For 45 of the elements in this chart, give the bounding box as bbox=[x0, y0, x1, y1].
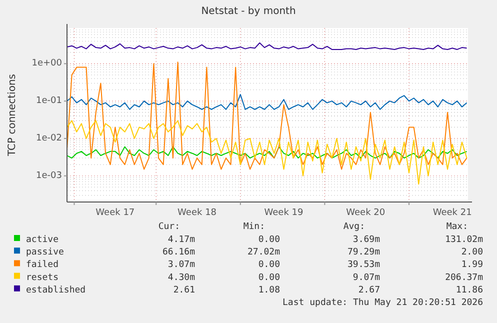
legend-label: active bbox=[26, 235, 59, 245]
text: 1.99 bbox=[461, 260, 483, 270]
x-tick-label: Week 21 bbox=[432, 208, 472, 218]
y-tick-label: 1e+00 bbox=[32, 58, 62, 69]
text: 2.00 bbox=[461, 248, 483, 258]
text: 2.67 bbox=[358, 285, 380, 296]
legend-label: established bbox=[26, 285, 86, 296]
legend-label: passive bbox=[26, 248, 64, 258]
text: Max: bbox=[446, 222, 468, 232]
text: 3.07m bbox=[168, 260, 195, 270]
text: Cur: bbox=[158, 222, 180, 232]
y-axis-title: TCP connections bbox=[7, 74, 18, 158]
line-series bbox=[66, 42, 468, 50]
x-tick-label: Week 19 bbox=[264, 208, 304, 218]
text: 66.16m bbox=[162, 248, 195, 258]
x-tick-label: Week 18 bbox=[178, 208, 217, 218]
text: 9.07m bbox=[352, 272, 380, 283]
text: Avg: bbox=[343, 222, 365, 232]
y-tick-label: 1e-02 bbox=[36, 133, 62, 144]
text: 11.86 bbox=[456, 285, 483, 296]
text: 3.69m bbox=[352, 235, 380, 245]
legend-label: resets bbox=[26, 272, 59, 283]
text: Min: bbox=[243, 222, 265, 232]
text: 0.00 bbox=[258, 272, 280, 283]
text: 2.61 bbox=[173, 285, 195, 296]
x-tick-label: Week 20 bbox=[346, 208, 386, 218]
text: 39.53m bbox=[347, 260, 380, 270]
y-tick-label: 1e-01 bbox=[36, 96, 62, 106]
line-series bbox=[66, 62, 468, 170]
legend-label: failed bbox=[26, 260, 59, 270]
text: 1.08 bbox=[258, 285, 280, 296]
text: 27.02m bbox=[247, 248, 280, 258]
text: 4.30m bbox=[168, 272, 195, 283]
line-series bbox=[66, 120, 468, 185]
text: 4.17m bbox=[168, 235, 195, 245]
chart-title: Netstat - by month bbox=[201, 6, 296, 17]
x-tick-label: Week 17 bbox=[96, 208, 135, 218]
y-tick-label: 1e-03 bbox=[36, 170, 62, 181]
text: Last update: Thu May 21 20:20:51 2026 bbox=[282, 298, 483, 308]
text: 131.02m bbox=[445, 235, 483, 245]
text: 79.29m bbox=[347, 248, 380, 258]
text: 0.00 bbox=[258, 235, 280, 245]
text: 0.00 bbox=[258, 260, 280, 270]
text: 206.37m bbox=[445, 272, 483, 283]
line-series bbox=[66, 94, 468, 110]
